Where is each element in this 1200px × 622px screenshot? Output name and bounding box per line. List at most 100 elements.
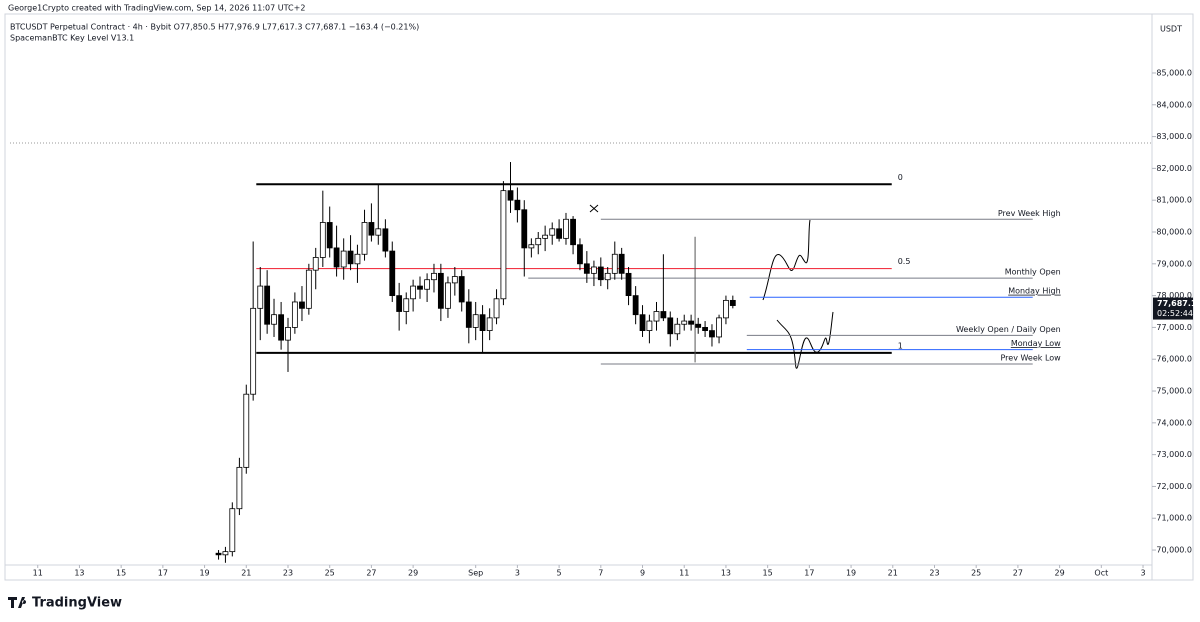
candle-body — [709, 330, 715, 338]
candle-body — [549, 228, 556, 236]
candle-body — [723, 299, 729, 319]
y-tick-label: 75,000.0 — [1156, 387, 1192, 396]
candle-body — [458, 276, 465, 303]
candle-body — [556, 228, 563, 239]
candle-body — [472, 314, 479, 328]
projection-up — [762, 219, 811, 301]
candle-body — [514, 199, 521, 211]
candle-body — [403, 298, 410, 312]
candle-body — [542, 234, 549, 239]
brand-name: TradingView — [32, 596, 122, 611]
price-unit: USDT — [1160, 25, 1182, 34]
last-price-label: 77,687.1 — [1157, 299, 1197, 308]
y-tick-label: 71,000.0 — [1156, 514, 1192, 523]
candle-body — [716, 317, 722, 338]
candle-body — [465, 301, 472, 328]
x-tick-label: 23 — [283, 569, 293, 578]
level-label: 1 — [898, 341, 903, 350]
y-tick-label: 79,000.0 — [1156, 259, 1192, 268]
x-tick-label: 5 — [557, 569, 562, 578]
candle-body — [597, 266, 604, 281]
candle-body — [521, 209, 528, 249]
candle-body — [278, 314, 285, 341]
x-tick-label: 3 — [515, 569, 520, 578]
level-label: 0 — [898, 173, 903, 182]
candle-body — [667, 317, 674, 335]
candle-body — [375, 228, 382, 236]
countdown: 02:52:44 — [1157, 309, 1193, 318]
candle-body — [382, 228, 389, 252]
candle-body — [618, 253, 625, 274]
candle-body — [299, 301, 305, 309]
x-tick-label: 17 — [158, 569, 168, 578]
candle-body — [611, 253, 618, 274]
candle-body — [389, 250, 396, 297]
candle-body — [368, 222, 375, 236]
y-tick-label: 70,000.0 — [1156, 546, 1192, 555]
x-tick-label: 13 — [721, 569, 731, 578]
candle-body — [312, 257, 319, 271]
frame — [4, 13, 1194, 581]
candle-body — [417, 285, 423, 290]
candle-body — [243, 393, 250, 468]
x-tick-label: 21 — [241, 569, 251, 578]
credit: George1Crypto created with TradingView.c… — [8, 4, 305, 13]
y-tick-label: 77,000.0 — [1156, 323, 1192, 332]
last-price-box — [1153, 297, 1193, 320]
candle-body — [577, 244, 583, 265]
y-tick-label: 81,000.0 — [1156, 196, 1192, 205]
level-label: Monthly Open — [1005, 268, 1061, 277]
candle-body — [264, 285, 271, 325]
level-label: 0.5 — [898, 257, 911, 266]
x-tick-label: 29 — [408, 569, 418, 578]
x-tick-label: 7 — [598, 569, 603, 578]
y-tick-label: 80,000.0 — [1156, 228, 1192, 237]
indicator-name: SpacemanBTC Key Level V13.1 — [10, 34, 134, 43]
candle-body — [479, 314, 486, 331]
candle-body — [702, 327, 708, 331]
candle-body — [500, 190, 507, 300]
x-tick-label: 19 — [199, 569, 209, 578]
x-tick-label: 21 — [888, 569, 898, 578]
x-tick-label: 29 — [1055, 569, 1065, 578]
x-tick-label: 27 — [1013, 569, 1023, 578]
candle-body — [653, 311, 660, 322]
level-label: Weekly Open / Daily Open — [956, 325, 1061, 334]
symbol-line: BTCUSDT Perpetual Contract · 4h · Bybit … — [10, 23, 419, 32]
candle-body — [632, 295, 639, 316]
candle-body — [445, 282, 451, 309]
y-tick-label: 82,000.0 — [1156, 164, 1192, 173]
candle-body — [493, 298, 500, 319]
candle-body — [347, 250, 354, 265]
candle-body — [271, 314, 277, 325]
candle-body — [688, 320, 695, 325]
x-tick-label: 11 — [33, 569, 43, 578]
candle-body — [563, 218, 569, 239]
x-tick-label: 3 — [1140, 569, 1145, 578]
candle-body — [729, 299, 736, 306]
y-tick-label: 83,000.0 — [1156, 132, 1192, 141]
candle-body — [326, 222, 333, 249]
candle-body — [257, 285, 264, 309]
level-label: Prev Week Low — [1000, 353, 1061, 362]
candle-body — [340, 250, 347, 268]
candle-body — [591, 266, 597, 274]
level-label: Monday Low — [1011, 339, 1061, 348]
x-tick-label: 23 — [929, 569, 939, 578]
x-tick-label: 15 — [116, 569, 126, 578]
candle-body — [528, 244, 535, 249]
candle-body — [695, 323, 702, 328]
y-tick-label: 73,000.0 — [1156, 450, 1192, 459]
projection-down — [776, 311, 834, 369]
x-tick-label: 17 — [804, 569, 814, 578]
candle-body — [236, 466, 243, 510]
candle-body — [285, 327, 291, 341]
x-tick-label: 25 — [325, 569, 335, 578]
x-tick-label: Sep — [468, 569, 483, 578]
candle-body — [361, 222, 368, 255]
candle-body — [215, 552, 222, 556]
y-tick-label: 84,000.0 — [1156, 100, 1192, 109]
candle-body — [305, 269, 312, 309]
